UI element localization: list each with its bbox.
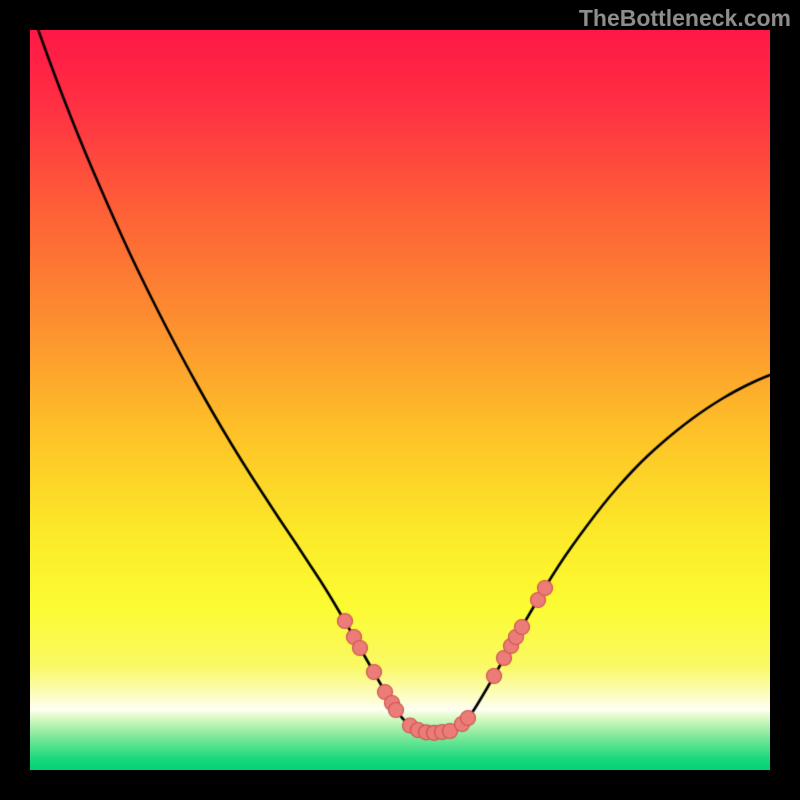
- bottleneck-v-chart: [30, 30, 770, 770]
- watermark-text: TheBottleneck.com: [579, 5, 791, 32]
- chart-stage: TheBottleneck.com: [0, 0, 800, 800]
